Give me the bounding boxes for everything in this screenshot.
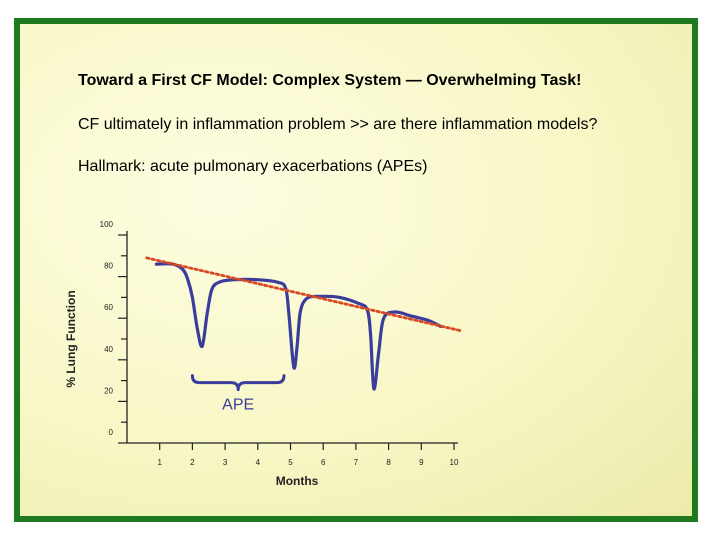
y-tick-label: 0 bbox=[109, 428, 114, 437]
bullet-text-1: CF ultimately in inflammation problem >>… bbox=[78, 116, 598, 133]
x-tick-label: 5 bbox=[288, 458, 293, 467]
x-axis-title: Months bbox=[276, 474, 319, 488]
y-tick-label: 40 bbox=[104, 345, 113, 354]
y-tick-label: 80 bbox=[104, 262, 113, 271]
x-tick-label: 1 bbox=[157, 458, 162, 467]
slide-frame: Toward a First CF Model: Complex System … bbox=[14, 18, 698, 522]
x-tick-label: 2 bbox=[190, 458, 195, 467]
bullet-text-2: Hallmark: acute pulmonary exacerbations … bbox=[78, 158, 428, 175]
ape-label: APE bbox=[222, 397, 254, 414]
lung-function-chart: 0 20 40 60 80 100 1 2 3 4 5 6 7 8 9 10 Months % Lung Func… bbox=[64, 220, 462, 488]
x-tick-label: 10 bbox=[450, 458, 459, 467]
lung-function-line bbox=[154, 262, 443, 391]
x-tick-label: 3 bbox=[223, 458, 228, 467]
x-tick-label: 7 bbox=[354, 458, 359, 467]
x-tick-label: 8 bbox=[386, 458, 391, 467]
y-tick-label: 100 bbox=[100, 220, 114, 229]
y-tick-label: 60 bbox=[104, 303, 113, 312]
trend-line-dotted bbox=[145, 256, 462, 333]
chart-annotations: APE bbox=[190, 374, 286, 414]
chart-axes: 0 20 40 60 80 100 1 2 3 4 5 6 7 8 9 10 Months % Lung Func… bbox=[64, 220, 459, 488]
slide-title: Toward a First CF Model: Complex System … bbox=[78, 72, 582, 89]
x-tick-label: 9 bbox=[419, 458, 424, 467]
y-tick-label: 20 bbox=[104, 386, 113, 395]
ape-brace bbox=[190, 374, 286, 392]
chart-series bbox=[145, 256, 462, 391]
x-tick-label: 6 bbox=[321, 458, 326, 467]
y-axis-title: % Lung Function bbox=[64, 290, 78, 387]
x-tick-label: 4 bbox=[256, 458, 261, 467]
